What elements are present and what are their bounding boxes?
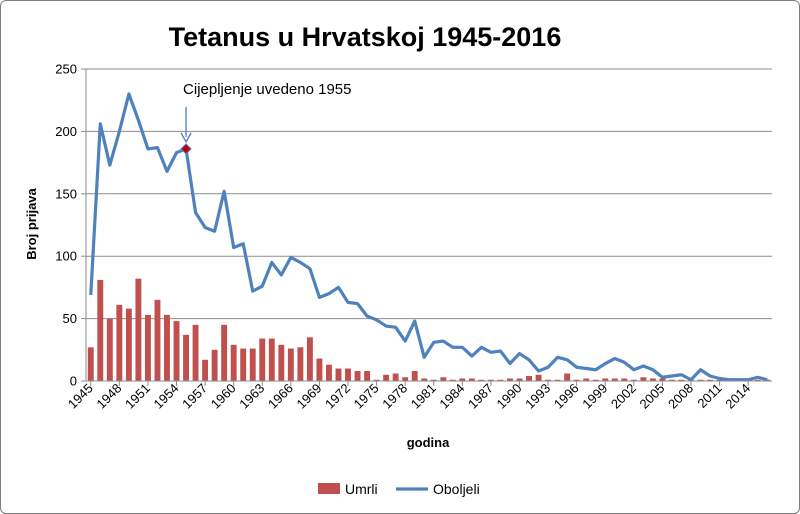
bar-umrli [173,321,180,381]
vaccination-annotation: Cijepljenje uvedeno 1955 [180,81,352,155]
bar-umrli [487,379,494,381]
bar-umrli [545,379,552,381]
bar-umrli [640,377,647,381]
bar-umrli [564,373,571,381]
bar-umrli [316,358,323,381]
chart-title: Tetanus u Hrvatskoj 1945-2016 [169,22,562,52]
annotation-marker [180,143,192,155]
bar-umrli [278,344,285,381]
bar-umrli [364,371,371,381]
bar-umrli [202,359,209,381]
bar-umrli [459,378,466,381]
legend-label-oboljeli: Oboljeli [433,481,480,497]
bar-umrli [345,368,351,381]
y-tick-label: 100 [55,249,77,264]
y-tick-label: 150 [55,186,77,201]
bar-umrli [240,348,247,381]
bar-umrli [516,378,523,381]
bar-umrli [507,378,513,381]
bar-umrli [106,318,113,381]
axes [85,69,772,382]
bar-umrli [583,378,590,381]
y-tick-labels: 0 50 100 150 200 250 [55,62,77,389]
bar-umrli [183,334,189,381]
bar-umrli [392,373,399,381]
bar-umrli [411,371,418,381]
x-tick-label: 2011 [694,381,724,411]
bar-umrli [421,378,428,381]
oboljeli-line [89,92,768,382]
bar-umrli [707,379,714,381]
bar-umrli [297,347,304,381]
legend: Umrli Oboljeli [318,481,480,497]
umrli-bars [87,278,771,381]
x-tick-labels: 1945194819511954195719601963196619691972… [65,381,753,412]
bar-umrli [764,379,771,381]
bar-umrli [230,344,237,381]
bar-umrli [621,378,628,381]
annotation-text: Cijepljenje uvedeno 1955 [183,81,351,98]
bar-umrli [373,379,380,381]
bar-umrli [249,348,256,381]
line-oboljeli [89,92,768,382]
bar-umrli [478,379,485,381]
bar-umrli [144,314,151,381]
bar-umrli [754,379,761,381]
bar-umrli [630,379,637,381]
bar-umrli [602,378,609,381]
bar-umrli [669,379,675,381]
y-tick-label: 50 [63,311,77,326]
bar-umrli [259,338,266,381]
bar-umrli [649,378,656,381]
legend-label-umrli: Umrli [345,481,378,497]
bar-umrli [697,379,704,381]
bar-umrli [268,338,275,381]
bar-umrli [135,278,142,381]
y-tick-label: 200 [55,124,77,139]
bar-umrli [326,364,332,381]
bar-umrli [125,308,132,381]
bar-umrli [592,379,599,381]
bar-umrli [497,379,504,381]
bar-umrli [449,379,456,381]
y-tick-label: 250 [55,62,77,77]
bar-umrli [306,337,313,381]
legend-swatch-umrli [318,483,340,494]
y-tick-label: 0 [70,374,77,389]
bar-umrli [554,379,561,381]
annotation-arrowhead [180,132,192,144]
bar-umrli [440,377,447,381]
bar-umrli [535,374,542,381]
bar-umrli [526,376,532,381]
bar-umrli [87,347,94,381]
y-axis-title: Broj prijava [24,187,39,259]
bar-umrli [354,371,361,381]
bar-umrli [221,324,228,381]
bar-umrli [164,314,170,381]
bar-umrli [678,379,685,381]
bar-umrli [383,374,390,381]
bar-umrli [335,368,342,381]
bar-umrli [211,349,218,381]
bar-umrli [154,299,161,381]
bar-umrli [97,279,104,381]
bar-umrli [402,377,409,381]
bar-umrli [716,379,723,381]
bar-umrli [116,304,123,381]
bar-umrli [468,378,475,381]
bar-umrli [611,378,618,381]
bar-umrli [192,324,199,381]
bar-umrli [659,378,666,381]
x-axis-title: godina [407,435,450,450]
bar-umrli [573,379,580,381]
gridlines [81,68,772,382]
bar-umrli [430,379,437,381]
bar-umrli [287,348,294,381]
